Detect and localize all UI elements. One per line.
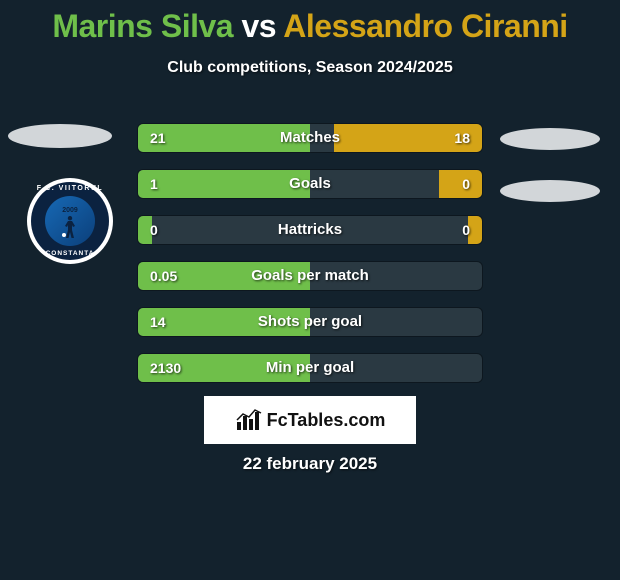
bar-label: Min per goal <box>138 354 482 382</box>
bar-value-right: 18 <box>454 124 470 152</box>
player2-name: Alessandro Ciranni <box>283 8 567 44</box>
bar-label: Matches <box>138 124 482 152</box>
bar-value-left: 0 <box>150 216 158 244</box>
player-silhouette-icon <box>61 214 79 240</box>
vs-text: vs <box>241 8 276 44</box>
bar-label: Goals <box>138 170 482 198</box>
bar-value-right: 0 <box>462 170 470 198</box>
bar-value-left: 14 <box>150 308 166 336</box>
subtitle: Club competitions, Season 2024/2025 <box>0 59 620 77</box>
branding: FcTables.com <box>204 396 416 444</box>
placeholder-right-bot <box>500 180 600 202</box>
club-logo-year: 2009 <box>27 207 113 214</box>
bar-value-left: 2130 <box>150 354 181 382</box>
club-logo: F.C. VIITORUL CONSTANTA 2009 <box>27 178 113 264</box>
player1-name: Marins Silva <box>52 8 233 44</box>
club-logo-bottom: CONSTANTA <box>27 250 113 257</box>
bar-label: Shots per goal <box>138 308 482 336</box>
page-title: Marins Silva vs Alessandro Ciranni <box>0 0 620 45</box>
bar-row: Goals1 0 <box>138 170 482 198</box>
bar-row: Matches21 18 <box>138 124 482 152</box>
date: 22 february 2025 <box>0 454 620 474</box>
comparison-bars: Matches2118Goals10Hattricks00Goals per m… <box>138 124 482 400</box>
club-logo-top: F.C. VIITORUL <box>27 185 113 192</box>
bar-value-left: 1 <box>150 170 158 198</box>
bar-row: Hattricks0 0 <box>138 216 482 244</box>
bar-value-right: 0 <box>462 216 470 244</box>
bar-value-left: 0.05 <box>150 262 177 290</box>
comparison-canvas: Marins Silva vs Alessandro Ciranni Club … <box>0 0 620 580</box>
placeholder-right-top <box>500 128 600 150</box>
bar-label: Goals per match <box>138 262 482 290</box>
bar-value-left: 21 <box>150 124 166 152</box>
bar-row: Shots per goal14 <box>138 308 482 336</box>
bar-row: Goals per match0.05 <box>138 262 482 290</box>
branding-text: FcTables.com <box>267 410 386 431</box>
bar-row: Min per goal2130 <box>138 354 482 382</box>
chart-icon <box>235 408 263 432</box>
placeholder-left <box>8 124 112 148</box>
bar-label: Hattricks <box>138 216 482 244</box>
